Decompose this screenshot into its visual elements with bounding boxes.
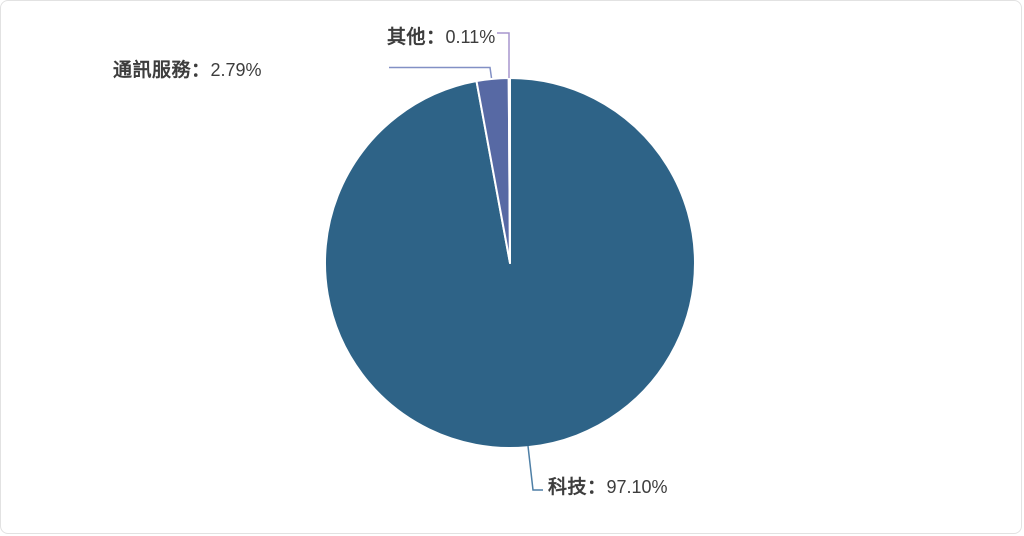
label-tech-name: 科技： — [548, 477, 607, 498]
label-tech: 科技：97.10% — [548, 476, 668, 500]
label-other: 其他：0.11% — [387, 26, 495, 50]
leader-line-other — [497, 32, 510, 78]
label-comm-value: 2.79% — [210, 60, 262, 80]
label-tech-value: 97.10% — [606, 477, 668, 497]
label-other-name: 其他： — [387, 27, 446, 48]
pie-slice-other — [507, 76, 511, 264]
label-comm: 通訊服務：2.79% — [113, 59, 262, 83]
leader-line-comm — [389, 66, 493, 79]
label-comm-name: 通訊服務： — [113, 60, 211, 81]
label-other-value: 0.11% — [445, 27, 496, 47]
leader-line-tech — [527, 445, 543, 491]
pie-slices — [324, 76, 696, 449]
